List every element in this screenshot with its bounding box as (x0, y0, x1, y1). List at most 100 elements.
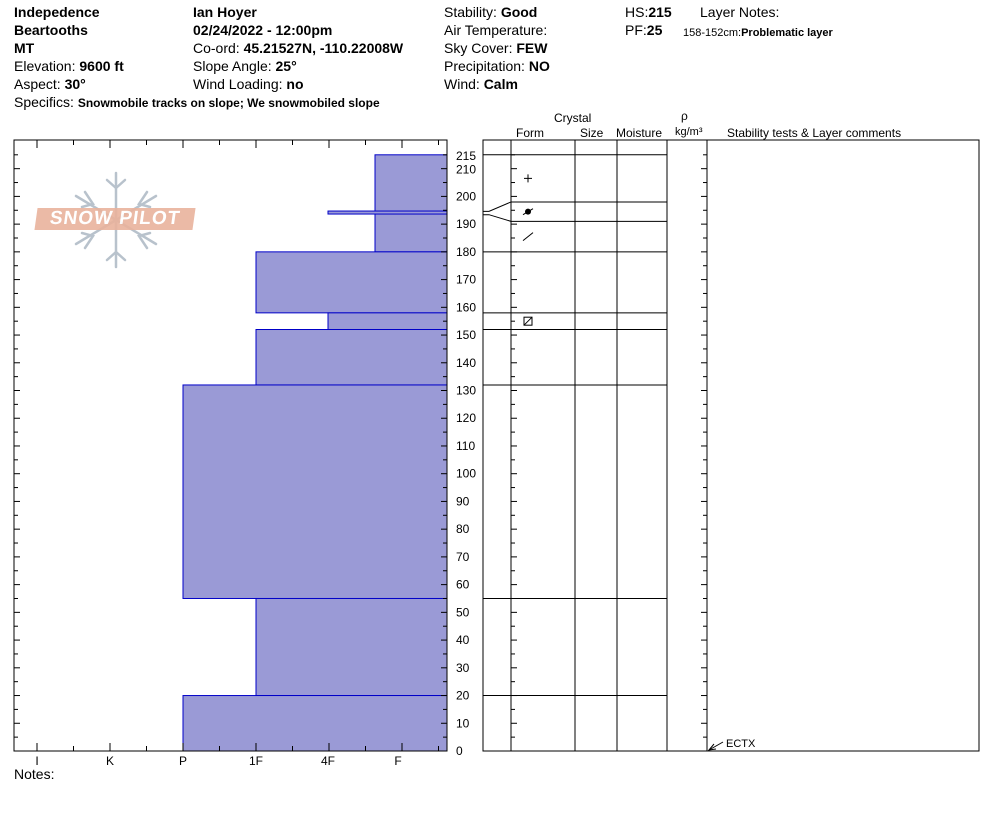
precip-label: Precipitation: (444, 58, 525, 74)
hardness-tick-label: F (394, 754, 401, 768)
height-tick-label: 20 (456, 689, 470, 703)
wind-label: Wind: (444, 76, 480, 92)
layer-connector-line (483, 201, 512, 212)
col-moisture: Moisture (616, 126, 663, 140)
height-tick-label: 190 (456, 217, 476, 231)
slope-angle: Slope Angle: 25° (193, 57, 297, 75)
height-tick-label: 120 (456, 411, 476, 425)
layer-notes-label: Layer Notes: (700, 4, 780, 20)
location: Indepedence (14, 4, 100, 20)
layer-note-text: Problematic layer (741, 27, 833, 39)
datetime: 02/24/2022 - 12:00pm (193, 22, 333, 38)
height-tick-label: 30 (456, 661, 470, 675)
snowpilot-logo: SNOW PILOT (34, 170, 196, 270)
wind-loading-label: Wind Loading: (193, 76, 283, 92)
height-tick-label: 200 (456, 189, 476, 203)
height-tick-label: 110 (456, 439, 475, 453)
grain-facet-symbol (523, 316, 533, 326)
hardness-tick-label: 1F (249, 754, 263, 768)
air-temperature: Air Temperature: (444, 21, 547, 39)
pf-label: PF: (625, 22, 647, 38)
col-crystal: Crystal (554, 111, 592, 125)
slope-value: 25° (275, 58, 297, 74)
elevation-label: Elevation: (14, 58, 76, 74)
precipitation: Precipitation: NO (444, 57, 550, 75)
layer-table-frame (482, 139, 980, 752)
hardness-layer-bar (327, 312, 448, 331)
wind-loading: Wind Loading: no (193, 75, 304, 93)
stability-test-arrowhead (707, 743, 717, 751)
slope-label: Slope Angle: (193, 58, 272, 74)
layer-connector-line (483, 214, 512, 222)
mountain-range: Beartooths (14, 22, 88, 38)
grain-hoar-symbol (522, 208, 534, 216)
stability-test-label: ECTX (726, 738, 756, 750)
height-tick-label: 150 (456, 328, 476, 342)
height-tick-label: 180 (456, 245, 476, 259)
specifics-label: Specifics: (14, 94, 74, 110)
hardness-layer-bar (255, 597, 448, 697)
hardness-layer-bar (182, 384, 448, 599)
height-tick-label: 130 (456, 384, 476, 398)
hardness-layer-bar (255, 251, 448, 314)
elevation: Elevation: 9600 ft (14, 57, 124, 75)
height-tick-label: 215 (456, 149, 476, 163)
wind-loading-value: no (286, 76, 304, 92)
height-tick-label: 0 (456, 744, 463, 758)
thin-layer-bar (327, 210, 448, 215)
stability-label: Stability: (444, 4, 497, 20)
hardness-tick-label: P (179, 754, 187, 768)
height-tick-label: 170 (456, 273, 476, 287)
stability-value: Good (500, 4, 538, 20)
hardness-tick-label: 4F (321, 754, 335, 768)
wind: Wind: Calm (444, 75, 518, 93)
height-tick-label: 210 (456, 163, 476, 177)
height-tick-label: 140 (456, 356, 476, 370)
height-tick-label: 50 (456, 605, 470, 619)
coord-label: Co-ord: (193, 40, 240, 56)
layer-note-range: 158-152cm: (683, 27, 742, 39)
height-tick-label: 80 (456, 522, 470, 536)
height-tick-label: 60 (456, 578, 470, 592)
hardness-layer-bar (374, 154, 448, 253)
snow-height: HS:215 (625, 3, 672, 21)
aspect-value: 30° (64, 76, 86, 92)
col-size: Size (580, 126, 604, 140)
hs-label: HS: (625, 4, 649, 20)
height-tick-label: 90 (456, 494, 470, 508)
observer: Ian Hoyer (193, 4, 257, 20)
sky-cover: Sky Cover: FEW (444, 39, 547, 57)
aspect: Aspect: 30° (14, 75, 86, 93)
aspect-label: Aspect: (14, 76, 61, 92)
coordinates: Co-ord: 45.21527N, -110.22008W (193, 39, 403, 57)
height-tick-label: 70 (456, 550, 470, 564)
sky-value: FEW (516, 40, 548, 56)
grain-fragment-symbol (522, 232, 534, 241)
sky-label: Sky Cover: (444, 40, 513, 56)
hardness-tick-label: K (106, 754, 114, 768)
specifics: Specifics: Snowmobile tracks on slope; W… (14, 93, 380, 112)
col-density-unit: kg/m³ (675, 126, 703, 138)
hs-value: 215 (648, 4, 672, 20)
grain-facet-symbol (523, 316, 533, 326)
notes-label: Notes: (14, 766, 55, 782)
col-rho: ρ (681, 109, 688, 123)
col-form: Form (516, 126, 544, 140)
stability-test-pointer (708, 741, 724, 751)
coord-value: 45.21527N, -110.22008W (243, 40, 404, 56)
height-tick-label: 160 (456, 300, 476, 314)
state: MT (14, 40, 35, 56)
height-tick-label: 10 (456, 716, 470, 730)
hardness-layer-bar (255, 329, 448, 386)
wind-value: Calm (483, 76, 518, 92)
height-tick-label: 40 (456, 633, 470, 647)
stability: Stability: Good (444, 3, 537, 21)
col-comments: Stability tests & Layer comments (727, 126, 902, 140)
elevation-value: 9600 ft (79, 58, 124, 74)
specifics-value: Snowmobile tracks on slope; We snowmobil… (77, 96, 380, 110)
precip-value: NO (528, 58, 550, 74)
foot-penetration: PF:25 (625, 21, 662, 39)
layer-note: 158-152cm:Problematic layer (683, 22, 833, 42)
hardness-layer-bar (182, 695, 448, 752)
